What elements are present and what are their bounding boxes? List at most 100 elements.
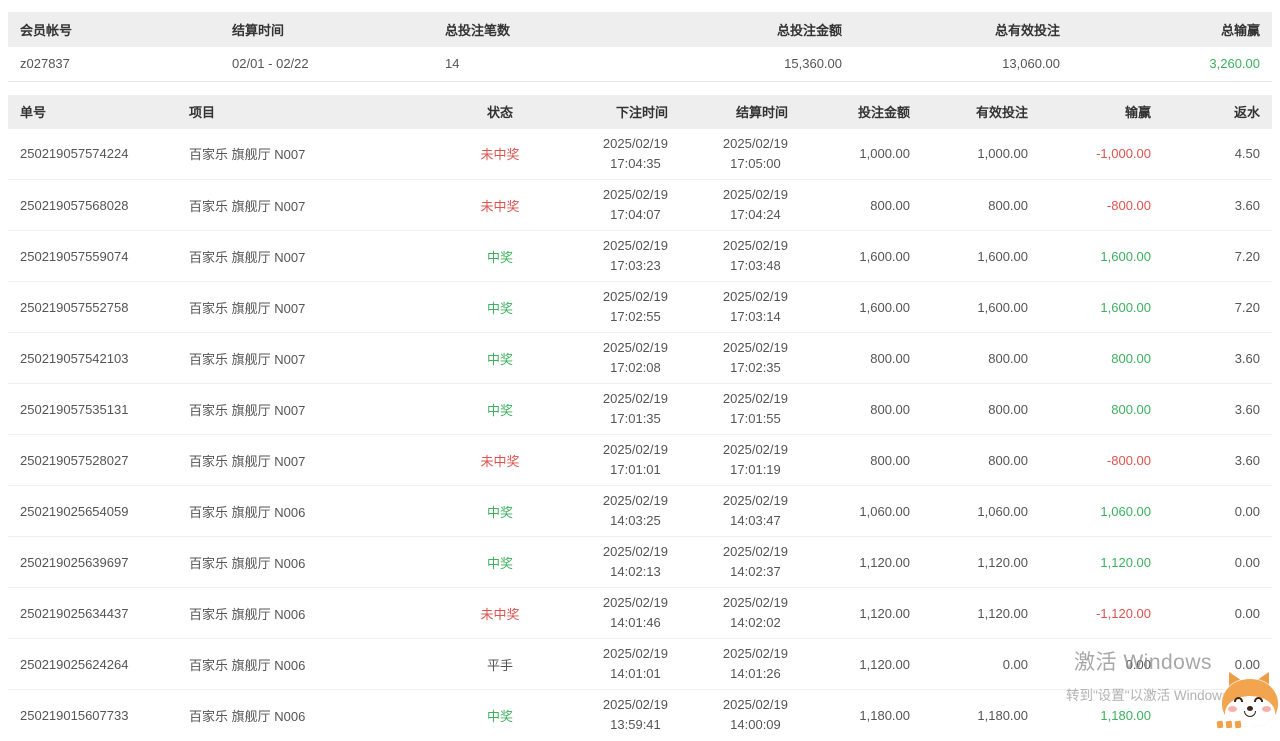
cell-settle-time: 2025/02/19 14:02:37 [680, 536, 800, 588]
cell-settle-time: 2025/02/19 17:01:55 [680, 383, 800, 435]
bets-header-row: 单号 项目 状态 下注时间 结算时间 投注金额 有效投注 输赢 返水 [8, 94, 1272, 129]
cell-winloss: 1,060.00 [1040, 485, 1163, 537]
cell-valid-bet: 1,000.00 [977, 146, 1028, 162]
cell-winloss: 1,600.00 [1040, 281, 1163, 333]
cell-rebate: 3.60 [1163, 383, 1272, 435]
table-row: 250219025634437 百家乐 旗舰厅 N006 未中奖 2025/02… [8, 587, 1272, 639]
mascot-face [1222, 679, 1278, 727]
windows-activation-watermark-line2: 转到"设置"以激活 Windows。 [1066, 688, 1243, 703]
bets-header-status: 状态 [455, 94, 545, 129]
cell-bet-amount: 1,120.00 [800, 587, 922, 639]
table-row: 250219015607733 百家乐 旗舰厅 N006 中奖 2025/02/… [8, 689, 1272, 741]
cell-bet-amount: 1,180.00 [800, 689, 922, 741]
cell-settle-time: 2025/02/19 17:02:35 [680, 332, 800, 384]
mascot-nose [1247, 706, 1253, 711]
cell-status: 中奖 [455, 230, 545, 282]
cell-settle-time: 2025/02/19 17:03:48 [680, 230, 800, 282]
cell-project: 百家乐 旗舰厅 N007 [177, 383, 455, 435]
cell-project: 百家乐 旗舰厅 N007 [189, 147, 306, 163]
summary-header-period: 结算时间 [220, 12, 433, 47]
summary-table: 会员帐号 结算时间 总投注笔数 总投注金额 总有效投注 总输赢 z027837 … [8, 12, 1272, 82]
cell-bet-amount: 1,000.00 [859, 146, 910, 162]
shiba-mascot-sticker [1215, 667, 1280, 737]
cell-settle-time: 2025/02/19 14:03:47 [680, 485, 800, 537]
cell-settle-time: 2025/02/19 14:01:26 [680, 638, 800, 690]
cell-order-no: 250219025654059 [8, 485, 177, 537]
cell-order-no: 250219025624264 [8, 638, 177, 690]
cell-winloss: 800.00 [1040, 332, 1163, 384]
bets-header-order-no: 单号 [8, 94, 177, 129]
cell-project: 百家乐 旗舰厅 N006 [177, 536, 455, 588]
cell-winloss: -800.00 [1040, 434, 1163, 486]
cell-status: 中奖 [455, 383, 545, 435]
cell-status: 平手 [455, 638, 545, 690]
cell-project: 百家乐 旗舰厅 N007 [177, 230, 455, 282]
table-row: 250219057559074 百家乐 旗舰厅 N007 中奖 2025/02/… [8, 230, 1272, 282]
cell-settle-time: 2025/02/19 14:00:09 [680, 689, 800, 741]
cell-valid-bet: 800.00 [922, 434, 1040, 486]
cell-status: 中奖 [455, 281, 545, 333]
cell-valid-bet: 1,120.00 [922, 536, 1040, 588]
cell-rebate: 0.00 [1163, 536, 1272, 588]
cell-bet-amount: 1,120.00 [800, 536, 922, 588]
cell-bet-time: 2025/02/19 14:02:13 [545, 536, 680, 588]
cell-settle-time: 2025/02/19 17:04:24 [680, 179, 800, 231]
table-row: 250219025624264 百家乐 旗舰厅 N006 平手 2025/02/… [8, 638, 1272, 690]
cell-bet-time: 2025/02/19 14:01:46 [545, 587, 680, 639]
mascot-right-eye [1254, 697, 1263, 702]
cell-bet-amount: 800.00 [800, 332, 922, 384]
bets-header-rebate: 返水 [1163, 94, 1272, 129]
cell-bet-amount: 800.00 [800, 179, 922, 231]
cell-rebate: 0.00 [1163, 485, 1272, 537]
mascot-left-blush [1228, 706, 1237, 712]
mascot-left-eye [1234, 697, 1243, 702]
cell-valid-bet: 1,180.00 [922, 689, 1040, 741]
cell-rebate: 3.60 [1163, 332, 1272, 384]
cell-status: 中奖 [455, 536, 545, 588]
summary-period: 02/01 - 02/22 [220, 47, 433, 82]
summary-total-winloss: 3,260.00 [1072, 47, 1272, 82]
cell-valid-bet: 0.00 [922, 638, 1040, 690]
cell-rebate: 3.60 [1163, 179, 1272, 231]
cell-project: 百家乐 旗舰厅 N007 [177, 332, 455, 384]
cell-status: 中奖 [455, 485, 545, 537]
cell-winloss: -800.00 [1040, 179, 1163, 231]
summary-account: z027837 [8, 47, 220, 82]
cell-valid-bet: 1,600.00 [922, 230, 1040, 282]
cell-order-no: 250219025634437 [8, 587, 177, 639]
table-row: 250219025639697 百家乐 旗舰厅 N006 中奖 2025/02/… [8, 536, 1272, 588]
mascot-right-blush [1262, 706, 1271, 712]
cell-status: 未中奖 [455, 587, 545, 639]
cell-bet-amount: 1,060.00 [800, 485, 922, 537]
summary-header-total-winloss: 总输赢 [1072, 12, 1272, 47]
summary-value-row: z027837 02/01 - 02/22 14 15,360.00 13,06… [8, 47, 1272, 82]
bets-table: 单号 项目 状态 下注时间 结算时间 投注金额 有效投注 输赢 返水 25021… [8, 94, 1272, 741]
cell-winloss: 800.00 [1040, 383, 1163, 435]
windows-activation-watermark-line1: 激活 Windows [1074, 651, 1213, 674]
cell-settle-time: 2025/02/19 17:03:14 [680, 281, 800, 333]
cell-valid-bet: 800.00 [922, 179, 1040, 231]
cell-bet-time: 2025/02/19 17:02:55 [545, 281, 680, 333]
cell-bet-time: 2025/02/19 17:01:01 [545, 434, 680, 486]
cell-winloss: -1,000.00 [1096, 146, 1151, 162]
cell-status: 未中奖 [455, 179, 545, 231]
cell-bet-amount: 800.00 [800, 383, 922, 435]
cell-valid-bet: 800.00 [922, 383, 1040, 435]
bets-header-valid-bet: 有效投注 [922, 94, 1040, 129]
cell-rebate: 7.20 [1163, 281, 1272, 333]
cell-project: 百家乐 旗舰厅 N007 [177, 434, 455, 486]
table-row: 250219025654059 百家乐 旗舰厅 N006 中奖 2025/02/… [8, 485, 1272, 537]
cell-rebate: 7.20 [1163, 230, 1272, 282]
cell-settle-time: 2025/02/19 14:02:02 [680, 587, 800, 639]
cell-winloss: 1,120.00 [1040, 536, 1163, 588]
summary-total-bet: 15,360.00 [623, 47, 854, 82]
cell-bet-amount: 800.00 [800, 434, 922, 486]
cell-valid-bet: 1,120.00 [922, 587, 1040, 639]
cell-bet-time: 2025/02/19 17:04:35 [602, 135, 668, 171]
summary-header-total-count: 总投注笔数 [433, 12, 623, 47]
cell-project: 百家乐 旗舰厅 N006 [177, 689, 455, 741]
bets-header-project: 项目 [177, 94, 455, 129]
cell-project: 百家乐 旗舰厅 N006 [177, 485, 455, 537]
cell-status: 未中奖 [480, 147, 520, 163]
